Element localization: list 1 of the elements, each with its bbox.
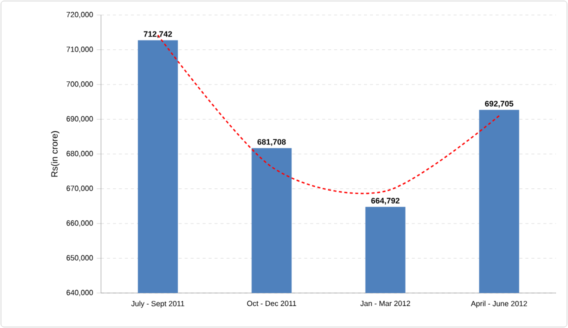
y-axis-title: Rs(in crore)	[51, 131, 60, 177]
